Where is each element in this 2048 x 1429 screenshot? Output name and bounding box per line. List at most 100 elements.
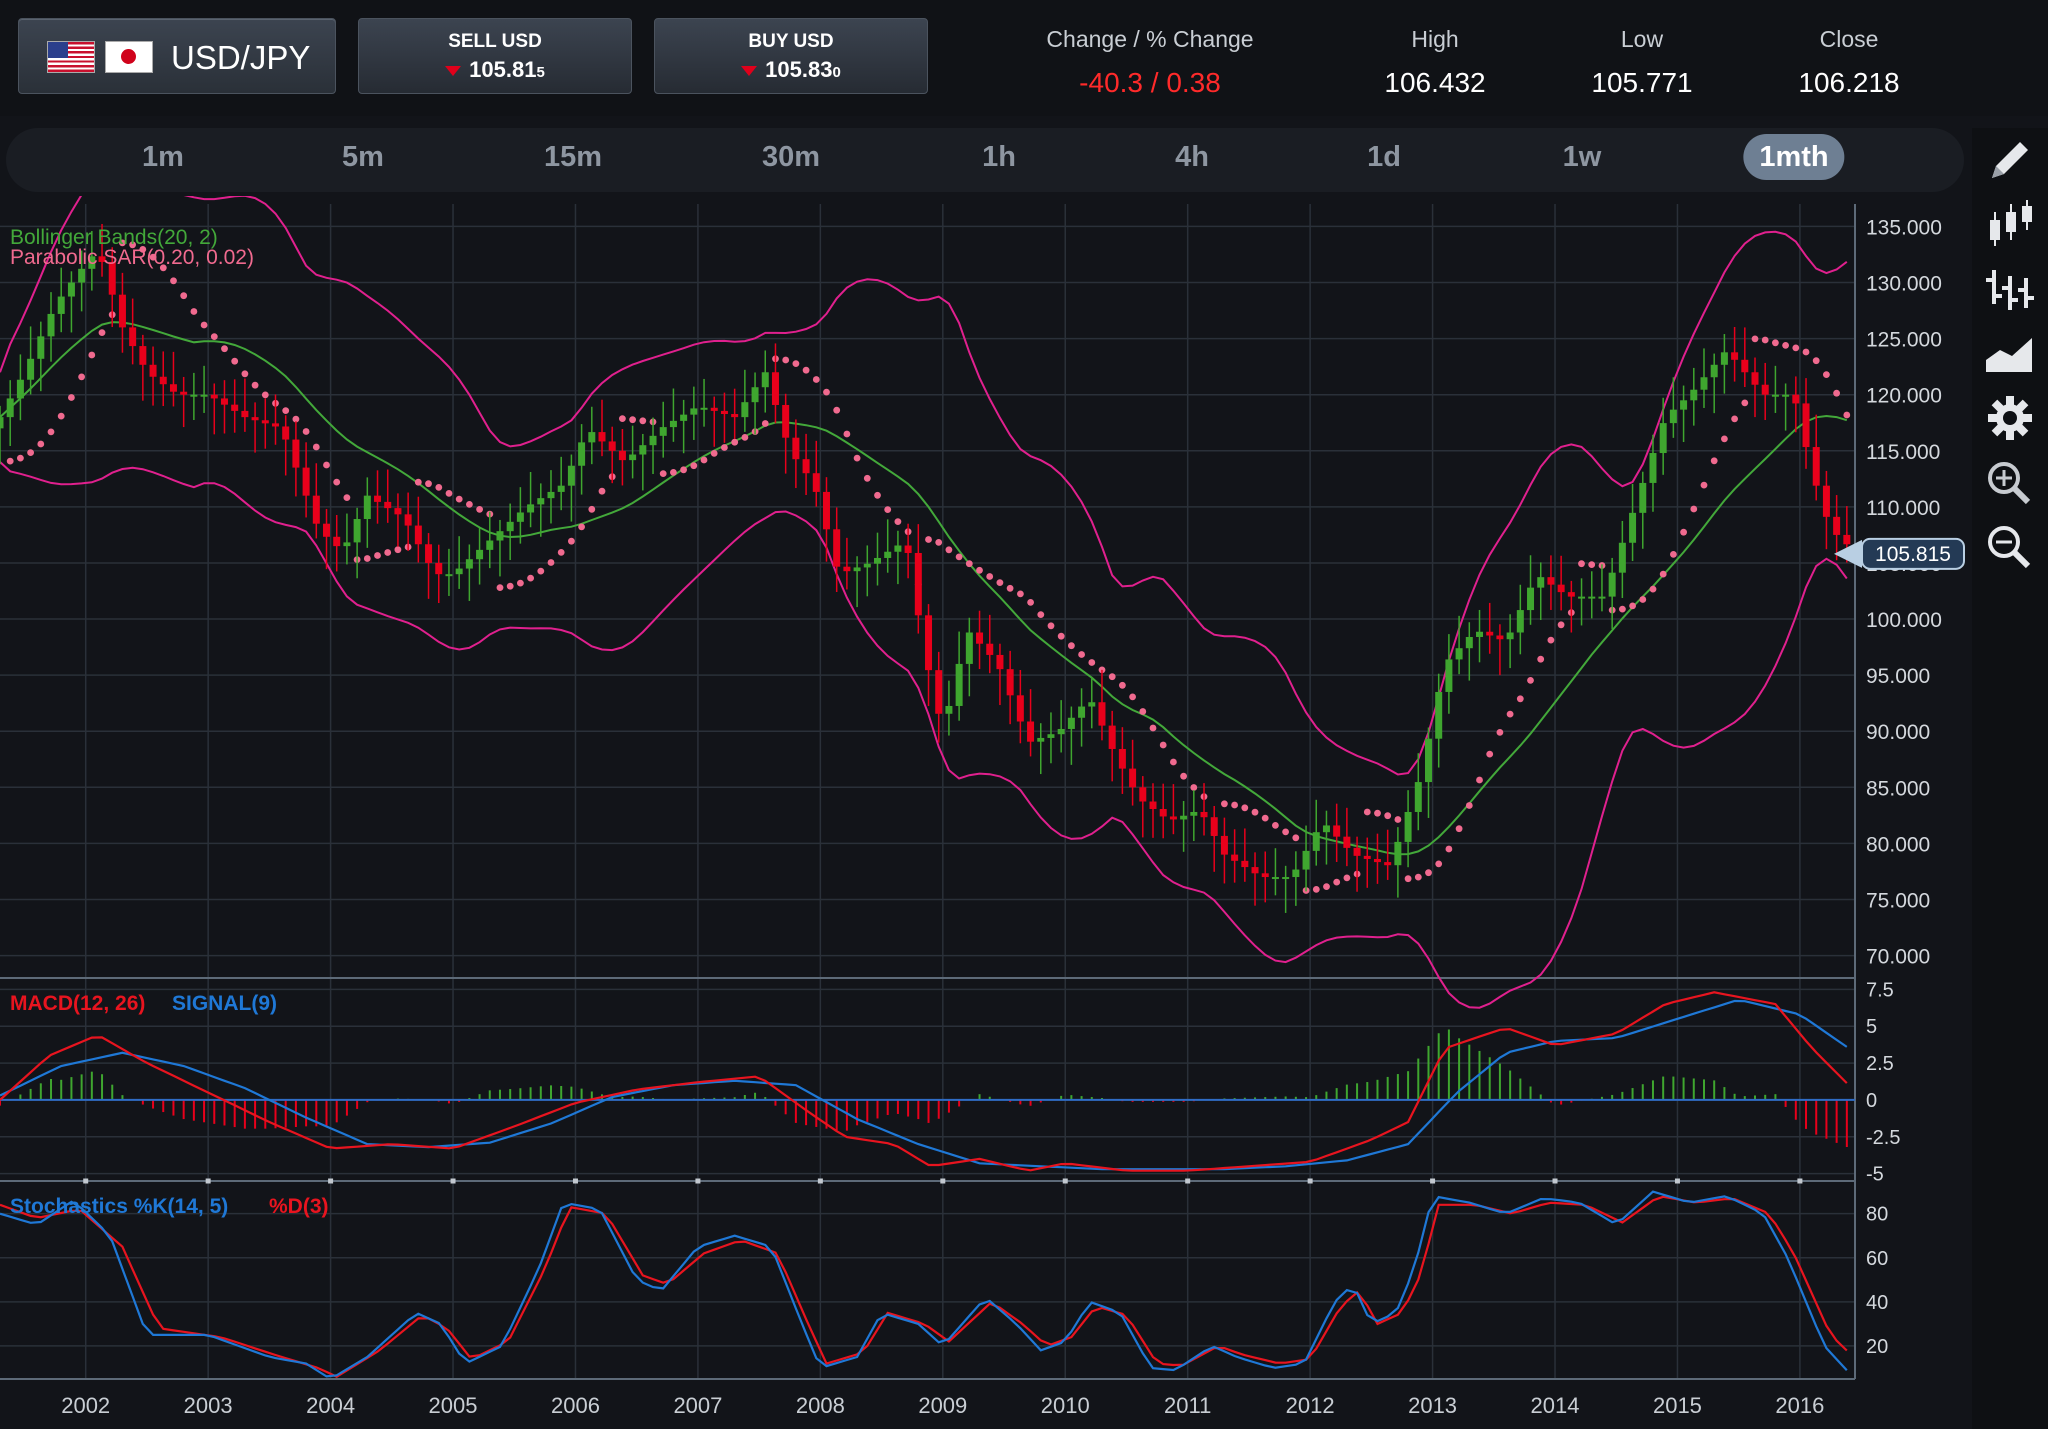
candle bbox=[333, 514, 341, 572]
ohlc-bars-icon[interactable] bbox=[1972, 260, 2048, 320]
buy-usd-button[interactable]: BUY USD 105.830 bbox=[654, 18, 928, 94]
candle-body bbox=[1231, 854, 1239, 861]
gear-icon[interactable] bbox=[1972, 388, 2048, 448]
x-tick-label: 2006 bbox=[551, 1393, 600, 1418]
sar-dot bbox=[1619, 605, 1626, 613]
close-label: Close bbox=[1819, 26, 1879, 52]
sar-dot bbox=[884, 506, 892, 513]
candlestick-icon[interactable] bbox=[1972, 196, 2048, 256]
candle-body bbox=[1588, 596, 1596, 599]
sar-dot bbox=[792, 360, 800, 367]
x-tick-label: 2012 bbox=[1286, 1393, 1335, 1418]
candle-body bbox=[486, 540, 494, 550]
candle bbox=[1486, 602, 1494, 654]
candle-body bbox=[853, 567, 861, 572]
x-tick-label: 2011 bbox=[1164, 1393, 1211, 1418]
candle bbox=[1282, 865, 1290, 913]
sar-dot bbox=[1057, 632, 1065, 640]
candle-body bbox=[435, 562, 443, 575]
x-marker bbox=[940, 1178, 946, 1184]
y-tick-label: 125.000 bbox=[1866, 329, 1942, 352]
sar-dot bbox=[945, 546, 953, 554]
candle bbox=[1476, 609, 1484, 663]
sar-dot bbox=[1445, 845, 1453, 853]
candle bbox=[1261, 851, 1269, 903]
sar-dot bbox=[1465, 802, 1473, 809]
sar-dot bbox=[1588, 561, 1596, 568]
candle bbox=[241, 378, 249, 432]
down-arrow-icon bbox=[741, 66, 758, 77]
candle bbox=[506, 503, 514, 561]
candle-body bbox=[394, 508, 402, 515]
sar-dot bbox=[1404, 875, 1412, 883]
candle bbox=[1649, 434, 1657, 512]
candle-body bbox=[680, 414, 688, 421]
x-marker bbox=[83, 1178, 89, 1184]
sar-dot bbox=[363, 555, 371, 562]
candle bbox=[1363, 837, 1371, 888]
sar-dot bbox=[88, 351, 96, 359]
candle bbox=[1384, 829, 1392, 880]
candle-body bbox=[37, 336, 45, 359]
candle-body bbox=[1567, 592, 1575, 597]
candle-body bbox=[1292, 869, 1300, 878]
candle bbox=[863, 545, 871, 597]
price-chart[interactable]: 135.000 130.000 125.000 120.000 115.000 110.0… bbox=[0, 196, 1970, 1429]
candle-body bbox=[200, 394, 208, 397]
sar-dot bbox=[414, 478, 422, 486]
sar-dot bbox=[935, 539, 943, 546]
sell-usd-button[interactable]: SELL USD 105.815 bbox=[358, 18, 632, 94]
candle bbox=[149, 346, 157, 406]
candle-body bbox=[1200, 811, 1208, 818]
candle bbox=[1373, 833, 1381, 884]
timeframe-1h[interactable]: 1h bbox=[982, 141, 1016, 173]
candle bbox=[986, 614, 994, 674]
zoom-out-icon[interactable] bbox=[1972, 516, 2048, 576]
area-chart-icon[interactable] bbox=[1972, 324, 2048, 384]
sar-dot bbox=[1078, 651, 1085, 658]
candle bbox=[312, 463, 320, 539]
sar-dot bbox=[1282, 828, 1289, 836]
sar-dot bbox=[343, 494, 351, 501]
low-label: Low bbox=[1620, 26, 1664, 52]
timeframe-1m[interactable]: 1m bbox=[142, 141, 184, 173]
timeframe-15m[interactable]: 15m bbox=[543, 141, 603, 173]
candle bbox=[169, 351, 177, 407]
candle-body bbox=[1149, 801, 1157, 809]
sar-dot bbox=[721, 444, 728, 451]
sar-dot bbox=[1455, 825, 1463, 833]
candle bbox=[1027, 689, 1035, 757]
timeframe-30m[interactable]: 30m bbox=[761, 141, 821, 173]
sar-dot bbox=[965, 560, 973, 568]
candle bbox=[1006, 650, 1014, 725]
pencil-icon[interactable] bbox=[1972, 132, 2048, 192]
candle-body bbox=[1822, 485, 1830, 517]
candle bbox=[1404, 790, 1412, 868]
candle bbox=[598, 399, 606, 457]
candle bbox=[1578, 578, 1586, 626]
candle bbox=[353, 507, 361, 579]
candle bbox=[608, 426, 616, 484]
candle-body bbox=[1118, 748, 1126, 769]
sar-dot bbox=[629, 416, 636, 424]
timeframe-1d[interactable]: 1d bbox=[1367, 141, 1401, 173]
sar-dot bbox=[78, 373, 85, 381]
candle-body bbox=[1537, 577, 1545, 588]
sar-dot bbox=[1149, 724, 1157, 732]
candle bbox=[220, 380, 228, 434]
candle-body bbox=[374, 495, 382, 502]
candle-body bbox=[751, 387, 759, 403]
candle bbox=[1741, 327, 1749, 388]
sar-dot bbox=[1292, 834, 1300, 842]
change-label: Change / % Change bbox=[1046, 26, 1254, 52]
candle-body bbox=[1486, 631, 1494, 636]
zoom-in-icon[interactable] bbox=[1972, 452, 2048, 512]
timeframe-4h[interactable]: 4h bbox=[1175, 141, 1209, 173]
sar-dot bbox=[853, 454, 861, 462]
currency-pair-selector[interactable]: USD/JPY bbox=[18, 18, 336, 94]
sar-dot bbox=[57, 412, 65, 420]
timeframe-5m[interactable]: 5m bbox=[342, 141, 384, 173]
timeframe-1w[interactable]: 1w bbox=[1562, 141, 1602, 173]
y-tick-label: 90.000 bbox=[1866, 721, 1930, 744]
timeframe-1mth[interactable]: 1mth bbox=[1743, 134, 1845, 180]
